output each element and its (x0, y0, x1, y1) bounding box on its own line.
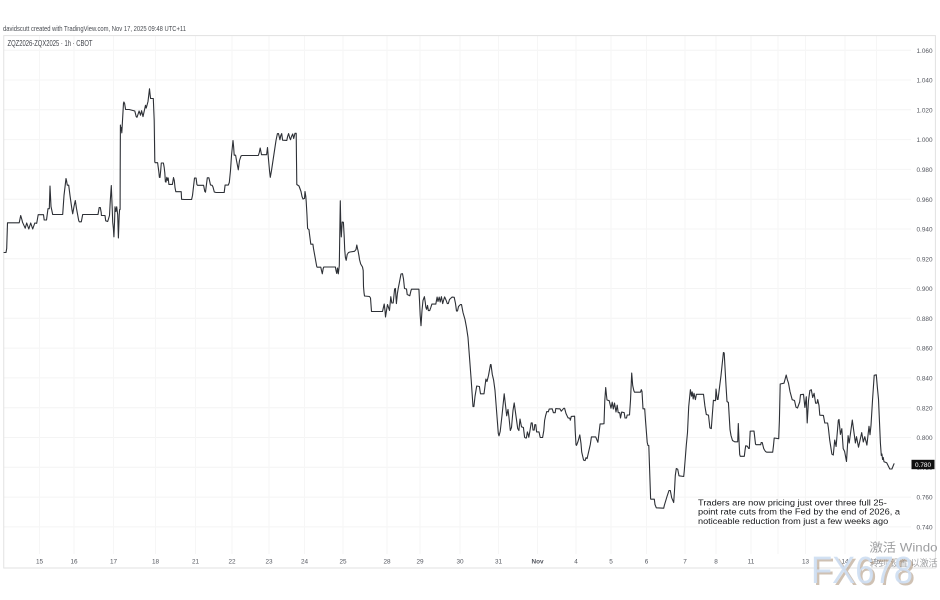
svg-text:4: 4 (574, 559, 578, 566)
svg-text:5: 5 (609, 559, 613, 566)
svg-text:0.980: 0.980 (917, 167, 933, 174)
svg-text:15: 15 (36, 559, 44, 566)
svg-text:转到“设置”以激活: 转到“设置”以激活 (870, 558, 938, 570)
svg-text:0.940: 0.940 (917, 227, 933, 234)
svg-text:28: 28 (383, 559, 391, 566)
svg-text:Traders are now pricing just o: Traders are now pricing just over three … (698, 497, 887, 507)
svg-text:0.800: 0.800 (917, 435, 933, 442)
svg-text:davidscutt created with Tradin: davidscutt created with TradingView.com,… (3, 24, 186, 33)
svg-text:29: 29 (416, 559, 424, 566)
svg-text:0.820: 0.820 (917, 405, 933, 412)
svg-text:noticeable reduction from just: noticeable reduction from just a few wee… (698, 516, 888, 526)
svg-text:1.000: 1.000 (917, 137, 933, 144)
svg-text:30: 30 (456, 559, 464, 566)
svg-text:25: 25 (339, 559, 347, 566)
svg-text:0.760: 0.760 (917, 495, 933, 502)
svg-text:FX678: FX678 (813, 552, 915, 594)
svg-text:15: 15 (873, 559, 881, 566)
svg-text:14: 14 (841, 559, 849, 566)
svg-text:31: 31 (495, 559, 503, 566)
svg-text:11: 11 (748, 559, 755, 566)
svg-text:0.900: 0.900 (917, 286, 933, 293)
svg-text:0.780: 0.780 (915, 462, 931, 469)
svg-text:0.740: 0.740 (917, 525, 933, 532)
svg-text:13: 13 (802, 559, 810, 566)
svg-text:激活 Windo: 激活 Windo (870, 541, 938, 555)
svg-text:7: 7 (683, 559, 687, 566)
svg-text:1.040: 1.040 (917, 78, 933, 85)
svg-text:21: 21 (192, 559, 200, 566)
svg-text:6: 6 (645, 559, 649, 566)
svg-text:22: 22 (228, 559, 236, 566)
svg-text:0.840: 0.840 (917, 376, 933, 383)
svg-text:Nov: Nov (531, 559, 544, 566)
svg-text:ZQZ2026-ZQX2025 · 1h · CBOT: ZQZ2026-ZQX2025 · 1h · CBOT (8, 39, 93, 48)
svg-text:8: 8 (714, 559, 718, 566)
svg-text:0.880: 0.880 (917, 316, 933, 323)
svg-text:0.860: 0.860 (917, 346, 933, 353)
svg-text:1.060: 1.060 (917, 48, 933, 55)
svg-text:18: 18 (152, 559, 160, 566)
svg-text:17: 17 (110, 559, 118, 566)
svg-text:point rate cuts from the Fed b: point rate cuts from the Fed by the end … (698, 507, 900, 517)
svg-text:23: 23 (265, 559, 273, 566)
svg-text:FX678: FX678 (811, 550, 913, 592)
svg-text:16: 16 (70, 559, 78, 566)
svg-text:0.920: 0.920 (917, 256, 933, 263)
svg-text:1.020: 1.020 (917, 107, 933, 114)
svg-text:24: 24 (301, 559, 309, 566)
svg-text:0.960: 0.960 (917, 197, 933, 204)
